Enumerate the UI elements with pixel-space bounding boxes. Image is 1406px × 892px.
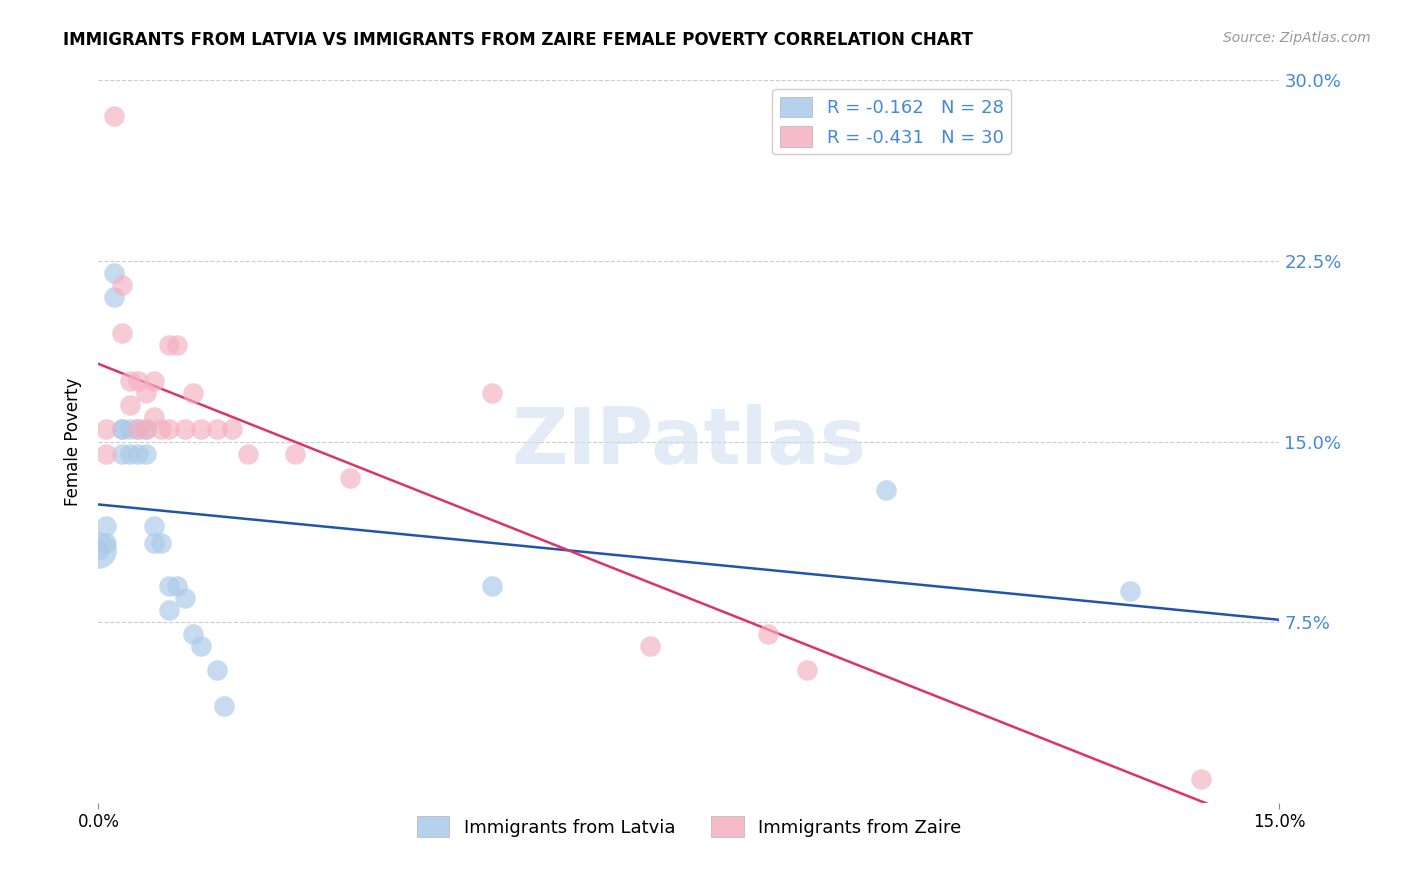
Point: [87, 542, 110, 557]
Point: [481, 386, 503, 401]
Point: [150, 422, 173, 436]
Point: [118, 374, 141, 388]
Point: [142, 535, 165, 549]
Point: [205, 422, 228, 436]
Point: [103, 109, 125, 123]
Point: [127, 374, 149, 388]
Point: [214, 699, 236, 714]
Point: [111, 422, 134, 436]
Point: [205, 664, 228, 678]
Text: IMMIGRANTS FROM LATVIA VS IMMIGRANTS FROM ZAIRE FEMALE POVERTY CORRELATION CHART: IMMIGRANTS FROM LATVIA VS IMMIGRANTS FRO…: [63, 31, 973, 49]
Y-axis label: Female Poverty: Female Poverty: [65, 377, 83, 506]
Point: [96, 518, 118, 533]
Point: [157, 603, 180, 617]
Point: [142, 374, 165, 388]
Point: [135, 386, 157, 401]
Point: [111, 277, 134, 292]
Point: [127, 446, 149, 460]
Point: [756, 627, 779, 641]
Point: [96, 446, 118, 460]
Point: [875, 483, 897, 497]
Point: [284, 446, 307, 460]
Point: [1189, 772, 1212, 786]
Point: [135, 446, 157, 460]
Point: [127, 422, 149, 436]
Point: [135, 422, 157, 436]
Point: [142, 518, 165, 533]
Point: [181, 627, 204, 641]
Point: [135, 422, 157, 436]
Point: [481, 579, 503, 593]
Point: [150, 535, 173, 549]
Point: [1119, 583, 1142, 598]
Point: [174, 591, 197, 605]
Point: [174, 422, 197, 436]
Point: [118, 422, 141, 436]
Point: [190, 639, 212, 653]
Point: [96, 535, 118, 549]
Point: [221, 422, 243, 436]
Point: [157, 338, 180, 352]
Point: [796, 664, 818, 678]
Point: [111, 446, 134, 460]
Point: [157, 422, 180, 436]
Point: [339, 470, 361, 484]
Point: [103, 290, 125, 304]
Point: [142, 410, 165, 425]
Point: [118, 446, 141, 460]
Point: [111, 326, 134, 340]
Point: [103, 266, 125, 280]
Point: [96, 422, 118, 436]
Text: Source: ZipAtlas.com: Source: ZipAtlas.com: [1223, 31, 1371, 45]
Legend: Immigrants from Latvia, Immigrants from Zaire: Immigrants from Latvia, Immigrants from …: [409, 809, 969, 845]
Point: [127, 422, 149, 436]
Point: [111, 422, 134, 436]
Point: [236, 446, 259, 460]
Point: [118, 398, 141, 412]
Point: [157, 579, 180, 593]
Point: [190, 422, 212, 436]
Point: [638, 639, 661, 653]
Point: [166, 579, 188, 593]
Point: [166, 338, 188, 352]
Text: ZIPatlas: ZIPatlas: [512, 403, 866, 480]
Point: [181, 386, 204, 401]
Point: [87, 542, 110, 557]
